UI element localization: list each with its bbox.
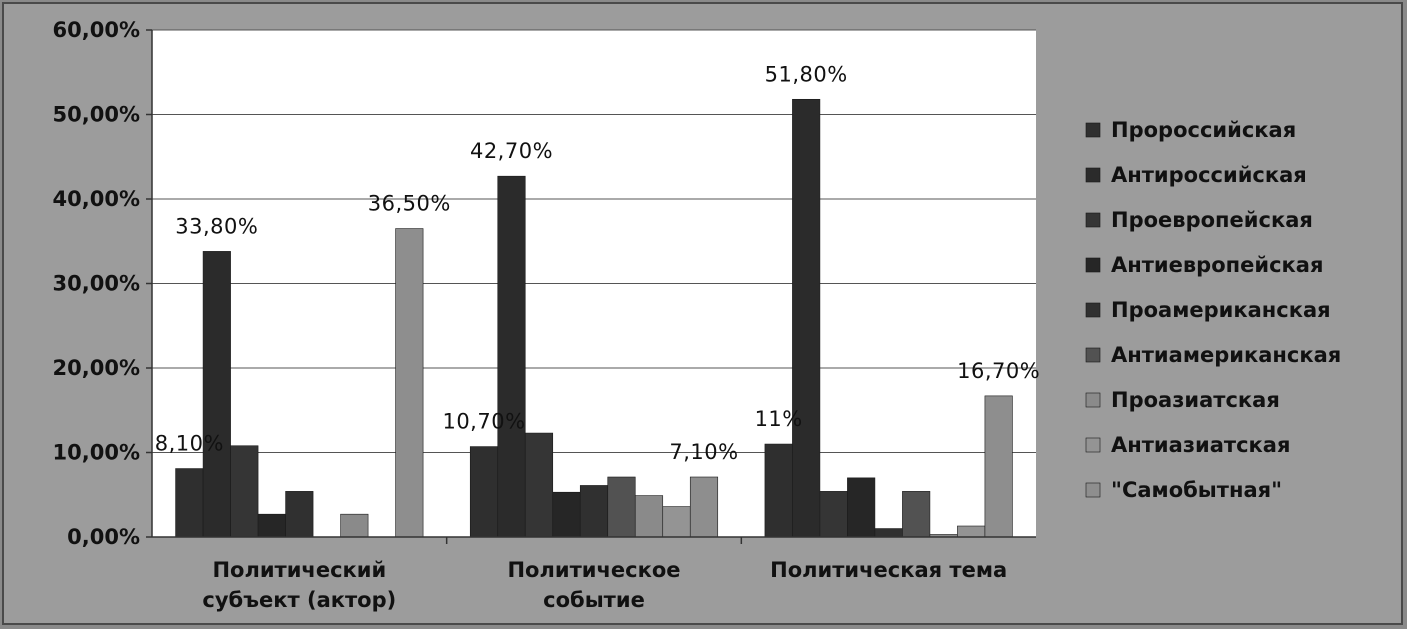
legend-label: "Самобытная" [1111,478,1282,502]
bar [792,98,821,538]
bar [395,228,424,538]
legend-swatch [1085,212,1101,228]
legend-swatch [1085,167,1101,183]
x-category-label: событие [543,588,645,612]
legend-swatch [1085,122,1101,138]
x-category-label: Политическое [507,558,680,582]
legend-swatch [1085,257,1101,273]
y-tick-label: 60,00% [53,18,140,42]
bar [819,491,848,538]
x-category-label: субъект (актор) [202,588,396,612]
bar [257,513,286,538]
data-label: 7,10% [669,440,738,464]
data-label: 16,70% [957,359,1040,383]
data-label: 36,50% [368,192,451,216]
legend-label: Проазиатская [1111,388,1280,412]
legend-swatch [1085,347,1101,363]
y-tick-label: 30,00% [53,272,140,296]
bar [984,395,1013,538]
legend-label: Антироссийская [1111,163,1307,187]
x-category-label: Политический [212,558,386,582]
y-tick-labels: 0,00% 10,00% 20,00% 30,00% 40,00% 50,00% 60,00… [53,18,152,549]
legend-swatch [1085,482,1101,498]
bar [847,477,876,538]
gridlines [152,29,1036,453]
legend-label: Проамериканская [1111,298,1331,322]
bar [469,446,499,538]
data-label: 42,70% [470,139,553,163]
legend-label: Антиазиатская [1111,433,1290,457]
bar [524,432,554,538]
category-labels: Политический субъект (актор) Политическое с… [202,558,1007,612]
legend-swatch [1085,392,1101,408]
bar [497,175,526,538]
bar [202,251,231,538]
y-tick-label: 0,00% [67,525,140,549]
bar [607,476,636,538]
bar [552,491,581,538]
bar-chart: 0,00% 10,00% 20,00% 30,00% 40,00% 50,00% 60,00… [53,18,1342,612]
bar [340,513,369,538]
y-tick-label: 20,00% [53,356,140,380]
legend-label: Проевропейская [1111,208,1313,232]
data-label: 33,80% [175,214,258,238]
legend: Пророссийская Антироссийская Проевропейска… [1085,118,1341,502]
legend-label: Антиамериканская [1111,343,1341,367]
bar [764,443,793,538]
legend-label: Пророссийская [1111,118,1296,142]
bar [175,468,204,538]
bar [634,495,664,538]
bar [579,485,609,538]
y-tick-label: 50,00% [53,103,140,127]
bar [689,476,719,538]
data-label: 51,80% [765,62,848,86]
data-label: 10,70% [442,410,525,434]
legend-label: Антиевропейская [1111,253,1323,277]
bar [662,506,691,538]
bars [175,98,1013,544]
data-labels: 8,10% 33,80% 36,50% 10,70% 42,70% 7,10% 11% 51,… [155,62,1040,464]
bar [230,445,259,538]
y-tick-label: 10,00% [53,441,140,465]
bar [902,491,931,538]
data-label: 11% [755,407,803,431]
legend-swatch [1085,437,1101,453]
bar [874,528,903,538]
data-label: 8,10% [155,432,224,456]
bar [285,491,314,538]
x-category-label: Политическая тема [770,558,1007,582]
y-tick-label: 40,00% [53,187,140,211]
legend-swatch [1085,302,1101,318]
bar [957,525,986,538]
